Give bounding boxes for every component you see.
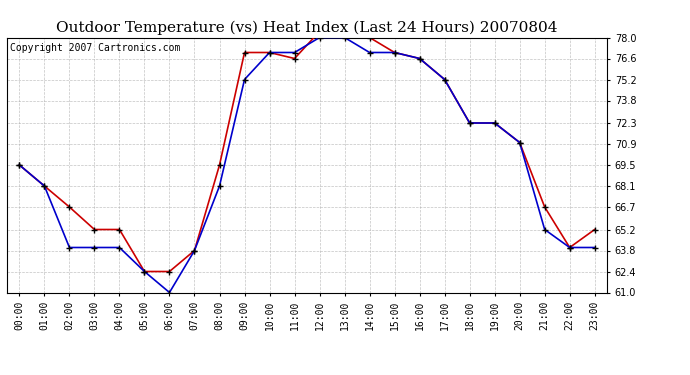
Title: Outdoor Temperature (vs) Heat Index (Last 24 Hours) 20070804: Outdoor Temperature (vs) Heat Index (Las… (57, 21, 558, 35)
Text: Copyright 2007 Cartronics.com: Copyright 2007 Cartronics.com (10, 43, 180, 52)
